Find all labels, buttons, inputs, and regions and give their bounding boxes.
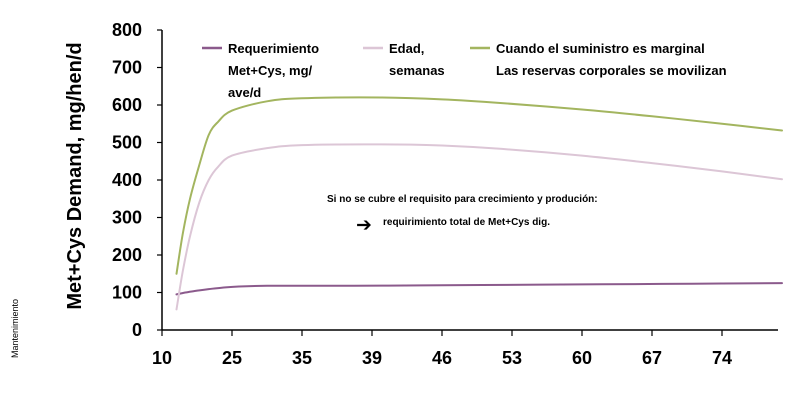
x-tick-label: 35 — [292, 348, 312, 368]
annotation-line-1: Si no se cubre el requisito para crecimi… — [327, 194, 598, 205]
axes: 0 100 200 300 400 500 600 700 800 10 25 35 39 46 53 60 6… — [112, 20, 778, 368]
y-tick-label: 400 — [112, 170, 142, 190]
y-tick-label: 800 — [112, 20, 142, 40]
y-tick-label: 500 — [112, 133, 142, 153]
legend-label: semanas — [389, 63, 445, 78]
y-tick-label: 600 — [112, 95, 142, 115]
x-tick-label: 25 — [222, 348, 242, 368]
legend: Requerimiento Met+Cys, mg/ave/d Edad, seman… — [202, 41, 727, 100]
y-tick-label: 300 — [112, 208, 142, 228]
series-line-3 — [175, 96, 783, 275]
arrow-icon: ➔ — [356, 214, 372, 236]
x-tick-label: 46 — [432, 348, 452, 368]
annotation: Si no se cubre el requisito para crecimi… — [327, 194, 598, 236]
x-tick-label: 67 — [642, 348, 662, 368]
side-label: Mantenimiento — [10, 299, 20, 358]
y-axis-label: Met+Cys Demand, mg/hen/d — [64, 42, 86, 309]
x-tick-label: 53 — [502, 348, 522, 368]
y-tick-label: 700 — [112, 58, 142, 78]
series-line-1 — [175, 282, 783, 296]
y-tick-label: 0 — [132, 320, 142, 340]
series-layer — [175, 96, 783, 311]
series-line-2 — [175, 143, 783, 311]
legend-label: Edad, — [389, 41, 424, 56]
y-tick-label: 100 — [112, 283, 142, 303]
legend-label: Las reservas corporales se movilizan — [496, 63, 727, 78]
legend-label: Requerimiento — [228, 41, 319, 56]
legend-label: Cuando el suministro es marginal — [496, 41, 705, 56]
x-tick-label: 60 — [572, 348, 592, 368]
y-tick-label: 200 — [112, 245, 142, 265]
x-tick-label: 10 — [152, 348, 172, 368]
legend-item-2: Edad, semanas — [363, 41, 445, 78]
x-tick-label: 74 — [712, 348, 732, 368]
annotation-line-2: requirimiento total de Met+Cys dig. — [383, 217, 550, 228]
legend-item-3: Cuando el suministro es marginal Las rese… — [470, 41, 727, 78]
legend-label: Met+Cys, mg/ — [228, 63, 313, 78]
legend-label: ave/d — [228, 85, 261, 100]
x-tick-label: 39 — [362, 348, 382, 368]
legend-item-1: Requerimiento Met+Cys, mg/ave/d — [202, 41, 319, 100]
